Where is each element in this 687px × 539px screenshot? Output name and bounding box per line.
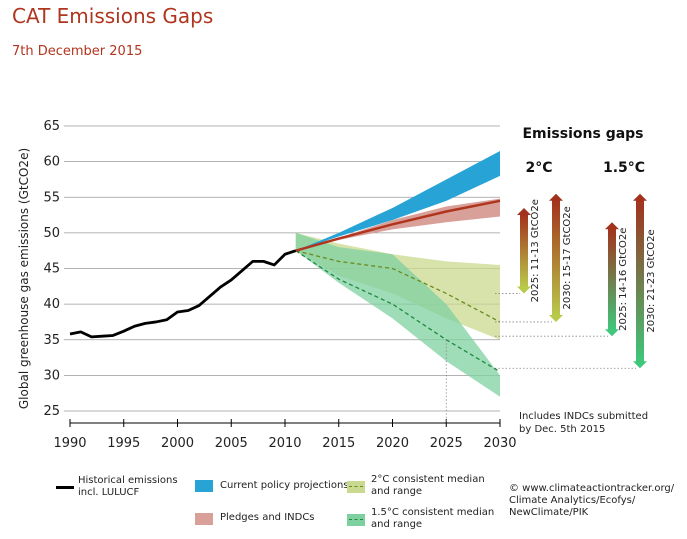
x-tick-label: 1990 [53, 436, 86, 451]
legend-label: 2°C consistent median and range [371, 474, 485, 497]
legend-swatch [195, 513, 213, 525]
indcs-note-line: Includes INDCs submitted [519, 411, 648, 422]
gap-group-label: 2°C [525, 160, 552, 176]
gap-arrow-bottom [517, 286, 531, 294]
y-tick-label: 45 [43, 262, 60, 277]
gap-bar [636, 199, 644, 363]
grid-lines [64, 125, 500, 412]
x-tick-label: 2015 [322, 436, 355, 451]
source-credit-line: Climate Analytics/Ecofys/ [509, 495, 636, 506]
range-areas [295, 150, 500, 397]
x-tick-label: 2020 [376, 436, 409, 451]
legend-swatch [347, 514, 365, 526]
chart-subtitle: 7th December 2015 [12, 44, 143, 59]
series-lines [69, 199, 501, 373]
legend-label: 1.5°C consistent median and range [371, 507, 495, 530]
legend-swatch [347, 481, 365, 493]
legend-swatch [195, 480, 213, 492]
gap-bar [552, 199, 560, 316]
gaps-title: Emissions gaps [522, 126, 643, 142]
y-tick-label: 40 [43, 297, 60, 312]
y-tick-label: 50 [43, 226, 60, 241]
indcs-note-line: by Dec. 5th 2015 [519, 424, 605, 435]
y-tick-label: 35 [43, 333, 60, 348]
source-credit-line: © www.climateactiontracker.org/ [509, 483, 675, 494]
gap-arrow-top [633, 193, 647, 201]
y-axis-label: Global greenhouse gas emissions (GtCO2e) [17, 148, 31, 409]
two-degree-median [295, 250, 501, 323]
gap-arrow-top [549, 193, 563, 201]
legend-label: Pledges and INDCs [220, 512, 315, 523]
gap-bar [608, 228, 616, 331]
x-tick-label: 2005 [215, 436, 248, 451]
pledges-median-line [295, 199, 501, 252]
gap-arrow-bottom [633, 361, 647, 369]
legend-label: Historical emissions incl. LULUCF [78, 475, 178, 498]
x-tick-label: 1995 [107, 436, 140, 451]
one-point-five-degree-median [295, 250, 501, 373]
gap-arrow-top [517, 207, 531, 215]
gap-arrow-bottom [549, 314, 563, 322]
current-policy-range [295, 150, 500, 251]
y-tick-label: 60 [43, 155, 60, 170]
gap-group-label: 1.5°C [603, 160, 645, 176]
legend-swatch [56, 486, 74, 489]
y-tick-label: 55 [43, 190, 60, 205]
gap-bar [520, 213, 528, 288]
historical-emissions-line [69, 249, 297, 339]
gap-arrow-bottom [605, 329, 619, 337]
gap-bar-label: 2030: 21-23 GtCO2e [646, 229, 657, 332]
chart-title: CAT Emissions Gaps [12, 4, 214, 28]
y-tick-label: 25 [43, 404, 60, 419]
x-tick-label: 2000 [161, 436, 194, 451]
gap-bar-label: 2030: 15-17 GtCO2e [562, 206, 573, 309]
source-credit-line: NewClimate/PIK [509, 507, 589, 518]
annotations: Includes INDCs submitted by Dec. 5th 2015… [445, 339, 675, 518]
one-point-five-degree-range [295, 232, 500, 397]
y-tick-label: 30 [43, 368, 60, 383]
y-tick-label: 65 [43, 119, 60, 134]
emissions-gaps-panel: Emissions gaps 2°C 2025: 11-13 GtCO2e 2030:… [495, 126, 657, 369]
x-tick-label: 2030 [483, 436, 516, 451]
legend-label: Current policy projections [220, 480, 349, 491]
axes: 25 30 35 40 45 50 55 60 65 1990 1995 2000 2005 2010 20… [17, 119, 517, 451]
gap-bar-label: 2025: 11-13 GtCO2e [530, 199, 541, 302]
x-tick-label: 2010 [268, 436, 301, 451]
gap-arrow-top [605, 222, 619, 230]
x-tick-label: 2025 [430, 436, 463, 451]
gap-bar-label: 2025: 14-16 GtCO2e [618, 228, 629, 331]
